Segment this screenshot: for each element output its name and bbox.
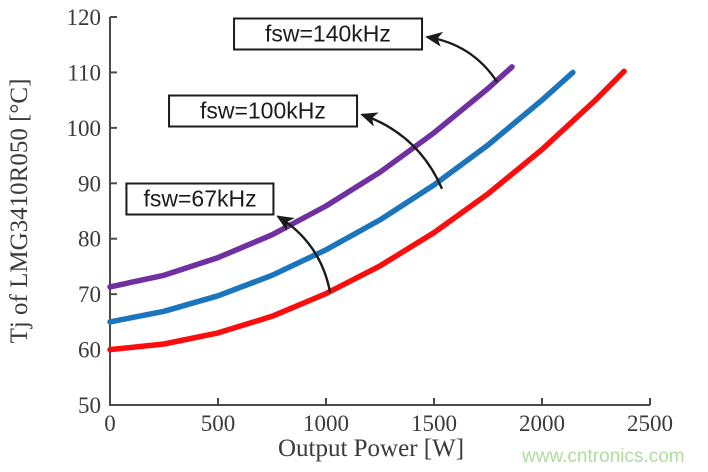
annotation-label: fsw=100kHz	[199, 97, 326, 124]
annotation-arrow-2	[276, 215, 332, 293]
watermark: www.cntronics.com	[522, 446, 685, 467]
series-line-fsw-67khz	[107, 68, 627, 353]
annotation-box-fsw-67khz: fsw=67kHz	[125, 182, 275, 216]
annotation-box-fsw-140khz: fsw=140kHz	[232, 17, 423, 51]
y-tick-label: 100	[67, 116, 102, 141]
x-tick-label: 0	[104, 411, 116, 436]
series-line-fsw-140khz	[107, 64, 515, 290]
annotation-arrow-1	[360, 112, 444, 190]
y-tick-label: 120	[67, 5, 102, 30]
x-tick-label: 2500	[627, 411, 673, 436]
y-tick-label: 50	[78, 393, 101, 418]
series-line-fsw-100khz	[107, 69, 576, 325]
y-tick-label: 90	[78, 171, 101, 196]
x-axis-title: Output Power [W]	[277, 435, 465, 462]
x-tick-label: 1000	[303, 411, 349, 436]
x-tick-label: 2000	[519, 411, 565, 436]
x-tick-label: 1500	[411, 411, 457, 436]
y-tick-label: 70	[78, 282, 101, 307]
y-tick-label: 110	[67, 60, 101, 85]
x-tick-label: 500	[201, 411, 236, 436]
y-axis-title: Tj of LMG3410R050 [°C]	[6, 78, 33, 344]
annotation-label: fsw=67kHz	[143, 185, 257, 212]
annotation-box-fsw-100khz: fsw=100kHz	[167, 94, 358, 128]
y-tick-label: 60	[78, 338, 101, 363]
annotation-label: fsw=140kHz	[264, 20, 391, 47]
y-tick-label: 80	[78, 227, 101, 252]
annotation-arrow-0	[425, 31, 499, 83]
